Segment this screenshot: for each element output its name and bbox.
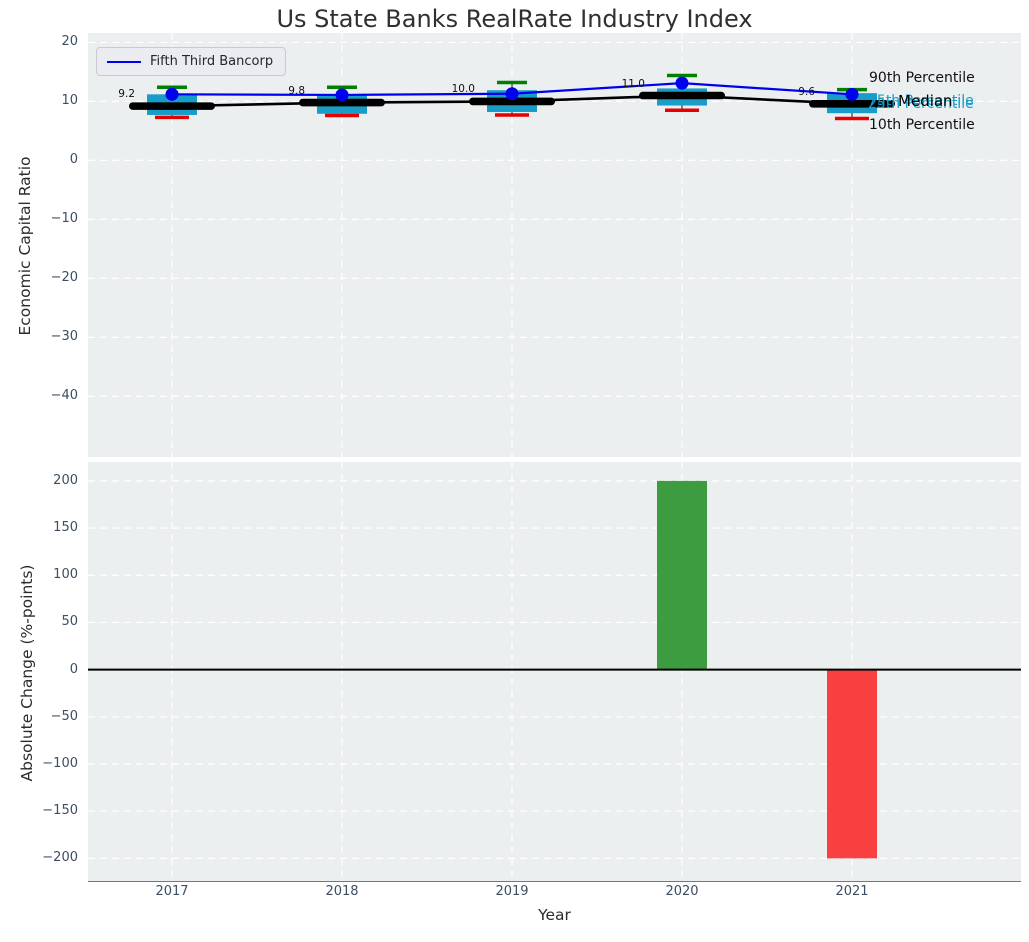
median-annotation: 11.0 xyxy=(621,77,645,90)
x-axis-label: Year xyxy=(538,906,571,924)
bottom-y-tick-label: −100 xyxy=(42,755,78,771)
top-y-tick-label: −10 xyxy=(50,211,78,227)
median-annotation: 9.8 xyxy=(288,84,305,97)
legend-line-sample xyxy=(107,60,141,63)
top-y-tick-label: 0 xyxy=(69,152,78,168)
bottom-y-tick-label: 200 xyxy=(53,472,78,488)
bottom-y-tick-label: 0 xyxy=(69,661,78,677)
bottom-y-tick-label: −200 xyxy=(42,850,78,866)
legend: Fifth Third Bancorp xyxy=(96,47,287,76)
legend-label: Fifth Third Bancorp xyxy=(150,54,274,69)
top-y-tick-label: 10 xyxy=(61,93,78,109)
bottom-y-tick-label: −50 xyxy=(50,708,78,724)
label-90th-percentile: 90th Percentile xyxy=(869,70,975,86)
median-annotation: 10.0 xyxy=(451,83,475,96)
x-tick-label: 2019 xyxy=(495,884,529,899)
top-y-axis-label: Economic Capital Ratio xyxy=(16,156,34,336)
chart-title: Us State Banks RealRate Industry Index xyxy=(276,5,753,33)
label-median: Median xyxy=(898,92,953,110)
top-y-tick-label: −30 xyxy=(50,329,78,345)
top-y-tick-label: −20 xyxy=(50,270,78,286)
bottom-y-tick-label: 100 xyxy=(53,567,78,583)
label-10th-percentile: 10th Percentile xyxy=(869,117,975,133)
bottom-plot-area xyxy=(88,462,1021,882)
x-tick-label: 2021 xyxy=(835,884,869,899)
label-25th-percentile: 25th Percentile xyxy=(868,96,974,112)
x-tick-label: 2017 xyxy=(155,884,189,899)
top-y-tick-label: −40 xyxy=(50,388,78,404)
x-tick-label: 2018 xyxy=(325,884,359,899)
median-annotation: 9.2 xyxy=(118,88,135,101)
bottom-y-tick-label: 50 xyxy=(61,614,78,630)
bottom-y-tick-label: 150 xyxy=(53,520,78,536)
median-annotation: 9.6 xyxy=(798,85,815,98)
top-y-tick-label: 20 xyxy=(61,34,78,50)
x-tick-label: 2020 xyxy=(665,884,699,899)
bottom-y-tick-label: −150 xyxy=(42,803,78,819)
label-75th-percentile: 75th Percentile xyxy=(868,93,974,109)
